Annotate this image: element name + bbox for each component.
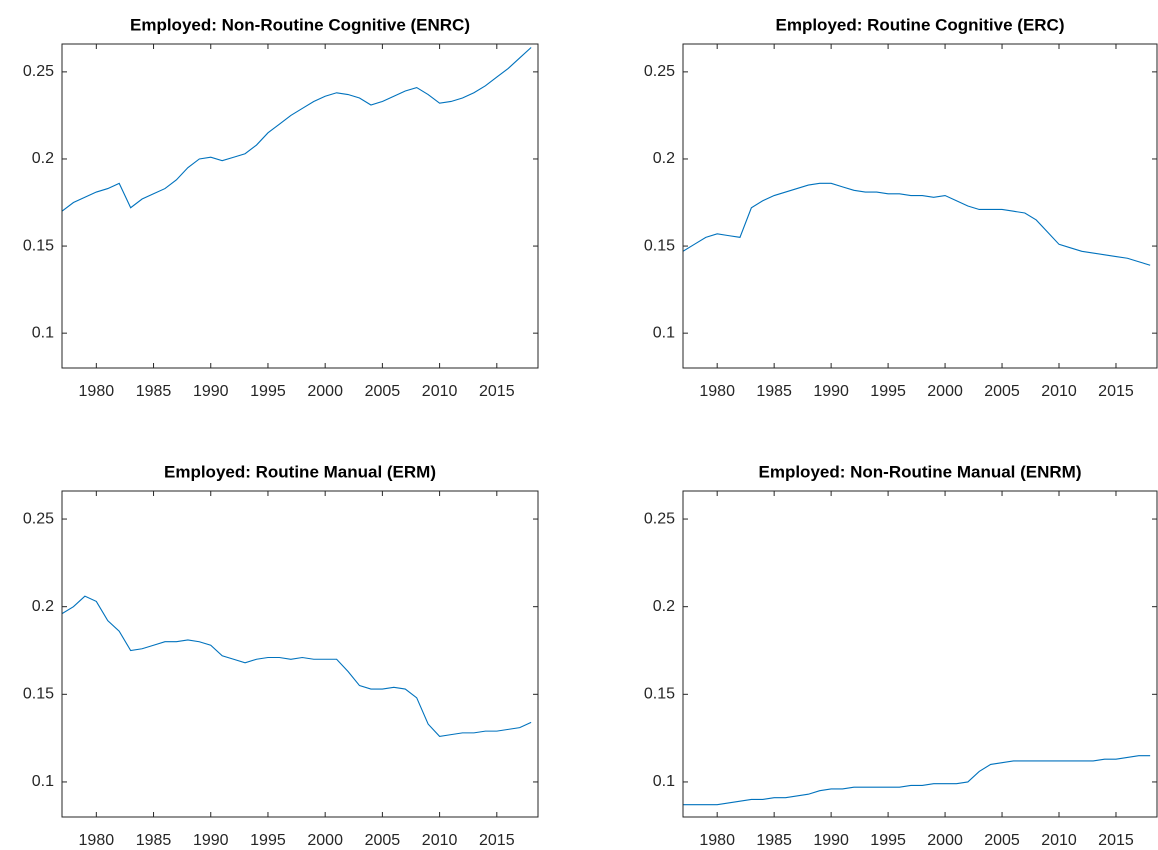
- x-tick-label: 2000: [307, 383, 343, 400]
- x-tick-label: 2000: [307, 832, 343, 849]
- x-tick-label: 1995: [250, 383, 286, 400]
- y-tick-label: 0.1: [32, 773, 54, 790]
- y-tick-label: 0.2: [653, 598, 675, 615]
- y-tick-label: 0.2: [32, 150, 54, 167]
- x-tick-label: 2010: [422, 832, 458, 849]
- y-tick-label: 0.25: [644, 63, 675, 80]
- plot-box: [682, 490, 1158, 818]
- x-tick-label: 1995: [250, 832, 286, 849]
- x-tick-label: 2015: [479, 383, 515, 400]
- x-tick-label: 1990: [813, 832, 849, 849]
- x-tick-label: 1995: [870, 383, 906, 400]
- plot-box: [61, 490, 539, 818]
- x-tick-label: 1995: [870, 832, 906, 849]
- chart-title: Employed: Non-Routine Manual (ENRM): [759, 462, 1082, 481]
- x-tick-label: 2000: [927, 832, 963, 849]
- data-line: [62, 595, 532, 737]
- x-tick-label: 2005: [365, 832, 401, 849]
- x-tick-label: 1990: [193, 832, 229, 849]
- chart-title: Employed: Routine Manual (ERM): [164, 462, 436, 481]
- x-tick-label: 2010: [1041, 832, 1077, 849]
- y-tick-label: 0.2: [32, 598, 54, 615]
- x-tick-label: 1985: [136, 832, 172, 849]
- x-tick-label: 2000: [927, 383, 963, 400]
- y-tick-label: 0.15: [644, 237, 675, 254]
- y-tick-label: 0.1: [653, 324, 675, 341]
- plot-box: [61, 43, 539, 369]
- x-tick-label: 1990: [813, 383, 849, 400]
- x-tick-label: 2010: [422, 383, 458, 400]
- x-tick-label: 1990: [193, 383, 229, 400]
- chart-title: Employed: Routine Cognitive (ERC): [776, 15, 1065, 34]
- x-tick-label: 2015: [1098, 383, 1134, 400]
- y-tick-label: 0.1: [653, 773, 675, 790]
- x-tick-label: 1980: [79, 383, 115, 400]
- x-tick-label: 1980: [699, 383, 735, 400]
- x-tick-label: 1980: [699, 832, 735, 849]
- y-tick-label: 0.15: [23, 237, 54, 254]
- y-tick-label: 0.2: [653, 150, 675, 167]
- y-tick-label: 0.1: [32, 324, 54, 341]
- y-tick-label: 0.25: [23, 510, 54, 527]
- y-tick-label: 0.15: [644, 686, 675, 703]
- y-tick-label: 0.15: [23, 686, 54, 703]
- x-tick-label: 2005: [984, 383, 1020, 400]
- x-tick-label: 2005: [984, 832, 1020, 849]
- x-tick-label: 1985: [756, 832, 792, 849]
- y-tick-label: 0.25: [644, 510, 675, 527]
- chart-title: Employed: Non-Routine Cognitive (ENRC): [130, 15, 470, 34]
- plot-box: [682, 43, 1158, 369]
- x-tick-label: 2015: [479, 832, 515, 849]
- y-tick-label: 0.25: [23, 63, 54, 80]
- x-tick-label: 1980: [79, 832, 115, 849]
- x-tick-label: 1985: [136, 383, 172, 400]
- x-tick-label: 2010: [1041, 383, 1077, 400]
- data-line: [683, 182, 1151, 266]
- data-line: [62, 47, 532, 212]
- x-tick-label: 2015: [1098, 832, 1134, 849]
- x-tick-label: 2005: [365, 383, 401, 400]
- data-line: [683, 755, 1151, 806]
- x-tick-label: 1985: [756, 383, 792, 400]
